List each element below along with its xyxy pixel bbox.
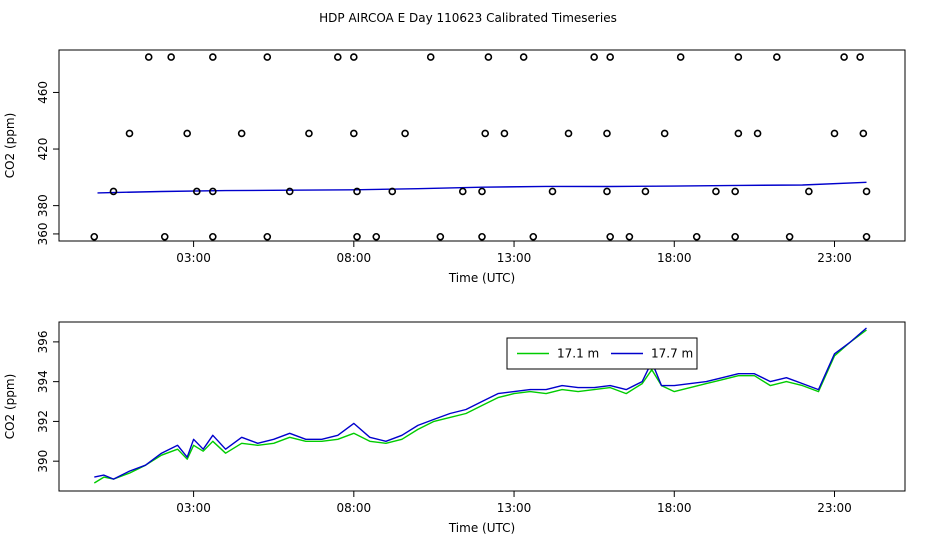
data-point xyxy=(285,187,294,196)
y-tick-label: 390 xyxy=(36,450,50,473)
y-tick-label: 460 xyxy=(36,81,50,104)
data-point xyxy=(144,53,153,61)
data-point xyxy=(590,53,598,61)
data-point xyxy=(458,187,467,196)
data-point xyxy=(606,53,614,61)
data-point xyxy=(606,232,614,241)
data-point xyxy=(333,53,342,61)
data-point xyxy=(641,187,650,196)
data-point xyxy=(603,129,611,138)
data-point xyxy=(830,129,839,138)
data-point xyxy=(529,232,538,241)
legend: 17.1 m 17.7 m xyxy=(506,337,698,370)
data-point xyxy=(805,187,813,196)
data-point xyxy=(840,53,848,61)
data-point xyxy=(734,53,743,61)
data-point xyxy=(192,187,201,196)
x-tick-label: 08:00 xyxy=(337,251,372,265)
y-tick-label: 396 xyxy=(36,330,50,353)
data-point xyxy=(712,187,720,196)
data-point xyxy=(353,187,361,196)
data-point xyxy=(263,232,272,241)
data-point xyxy=(731,232,739,241)
data-point xyxy=(167,53,175,61)
data-point xyxy=(372,232,381,241)
data-point xyxy=(209,53,217,61)
x-tick-label: 18:00 xyxy=(657,501,692,515)
data-point xyxy=(426,53,435,61)
series-line-2 xyxy=(94,327,867,480)
plot-frame xyxy=(58,321,906,492)
data-point xyxy=(484,53,493,61)
chart-panel-1: 03:00 08:00 13:00 18:00 23:00 360 380 420 460 Tim… xyxy=(3,49,906,285)
data-point xyxy=(160,232,169,241)
legend-label: 17.7 m xyxy=(651,347,693,361)
data-point xyxy=(237,129,246,138)
data-point xyxy=(564,129,573,138)
data-point xyxy=(109,187,118,196)
x-tick-label: 18:00 xyxy=(657,251,692,265)
x-tick-label: 08:00 xyxy=(337,501,372,515)
x-tick-label: 23:00 xyxy=(817,501,852,515)
y-tick-label: 420 xyxy=(36,138,50,161)
y-axis-label: CO2 (ppm) xyxy=(3,374,17,440)
data-point xyxy=(603,187,611,196)
data-point xyxy=(734,129,743,138)
x-tick-label: 13:00 xyxy=(497,501,532,515)
x-tick-label: 13:00 xyxy=(497,251,532,265)
series-line-1 xyxy=(97,181,867,194)
data-point xyxy=(862,232,871,241)
legend-label: 17.1 m xyxy=(557,347,599,361)
series-line-1 xyxy=(93,329,867,484)
data-point xyxy=(209,232,217,241)
data-point xyxy=(478,232,486,241)
data-point xyxy=(862,187,871,196)
data-point xyxy=(753,129,762,138)
x-tick-label: 23:00 xyxy=(817,251,852,265)
x-tick-label: 03:00 xyxy=(176,501,211,515)
x-axis-label: Time (UTC) xyxy=(448,271,515,285)
x-tick-label: 03:00 xyxy=(176,251,211,265)
y-tick-label: 380 xyxy=(36,194,50,217)
chart-panel-2: 03:00 08:00 13:00 18:00 23:00 390 392 394 396 Tim… xyxy=(3,321,906,535)
data-point xyxy=(263,53,272,61)
data-point xyxy=(625,232,634,241)
data-point xyxy=(353,232,361,241)
data-point xyxy=(731,187,739,196)
data-point xyxy=(481,129,490,138)
data-point xyxy=(773,53,781,61)
data-point xyxy=(388,187,397,196)
data-point xyxy=(350,53,358,61)
data-point xyxy=(478,187,486,196)
x-axis-label: Time (UTC) xyxy=(448,521,515,535)
data-point xyxy=(660,129,669,138)
data-point xyxy=(90,232,99,241)
data-point xyxy=(548,187,557,196)
data-point xyxy=(436,232,445,241)
data-point xyxy=(692,232,701,241)
y-axis-label: CO2 (ppm) xyxy=(3,113,17,179)
data-point xyxy=(350,129,358,138)
data-point xyxy=(785,232,794,241)
data-point xyxy=(401,129,409,138)
data-point xyxy=(183,129,191,138)
y-tick-label: 394 xyxy=(36,370,50,393)
y-tick-label: 360 xyxy=(36,222,50,245)
data-point xyxy=(676,53,685,61)
data-point xyxy=(305,129,313,138)
data-point xyxy=(500,129,509,138)
data-point xyxy=(519,53,528,61)
y-tick-label: 392 xyxy=(36,410,50,433)
figure-title: HDP AIRCOA E Day 110623 Calibrated Times… xyxy=(319,11,617,25)
data-point xyxy=(859,129,868,138)
plot-frame xyxy=(58,49,906,242)
data-point xyxy=(209,187,217,196)
data-point xyxy=(125,129,134,138)
data-point xyxy=(856,53,864,61)
